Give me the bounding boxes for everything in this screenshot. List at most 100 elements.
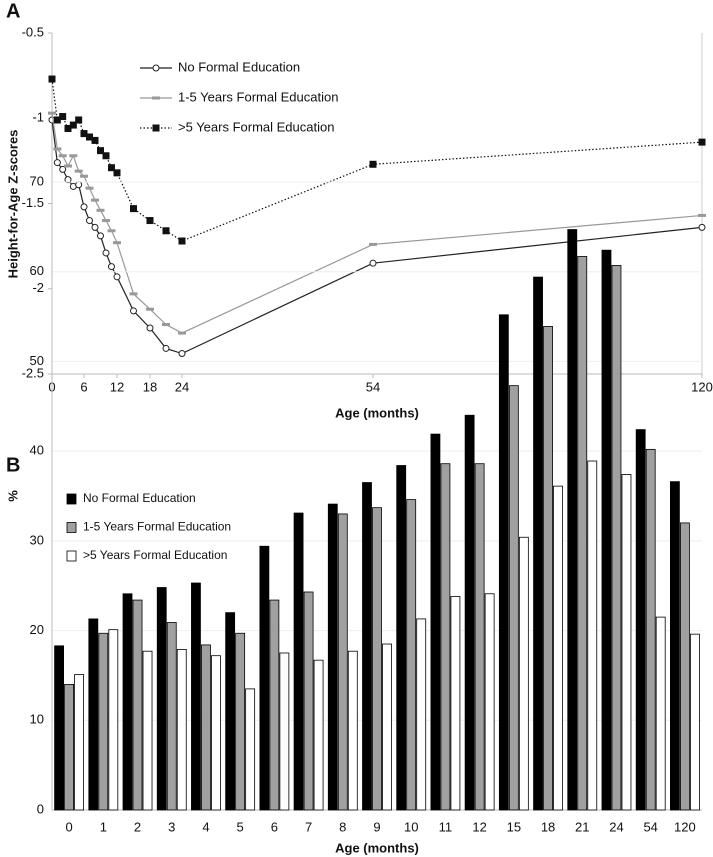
marker [129,292,138,296]
marker [64,124,72,132]
x-tick-label: 120 [674,819,696,834]
marker [80,174,88,178]
bar [245,688,256,811]
y-tick-label: 10 [30,712,44,727]
y-tick-label: -0.5 [22,24,44,39]
marker [53,159,61,167]
legend-label: 1-5 Years Formal Education [178,89,338,104]
marker [102,249,110,257]
legend-label: 1-5 Years Formal Education [83,520,231,534]
bar [430,433,441,811]
bar [508,385,519,811]
marker [64,176,72,184]
marker [59,165,67,173]
bar [621,474,632,811]
bar [533,276,543,811]
bar [211,655,221,811]
marker [698,138,706,146]
x-axis-title: Age (months) [335,405,419,420]
legend-marker [152,124,160,132]
bar [474,463,485,811]
marker [130,307,137,315]
bar [553,485,563,811]
bar [191,582,201,811]
bar [440,463,451,811]
marker [698,223,706,231]
y-tick-label: 20 [30,622,44,637]
marker [107,229,116,233]
legend-label: No Formal Education [178,59,300,74]
y-tick-label: -1.5 [22,195,44,210]
y-axis-title: Height-for-Age Z-scores [5,130,20,279]
marker [75,181,83,189]
bar [577,256,588,811]
x-tick-label: 2 [134,819,141,834]
bar [88,618,99,811]
bar [279,652,290,811]
y-tick-label: 70 [30,173,44,188]
series-line [51,78,703,242]
panel-label: B [6,454,20,476]
x-tick-label: 54 [366,379,380,394]
y-tick-label: 50 [30,353,44,368]
marker [64,164,72,168]
y-tick-label: 60 [30,263,44,278]
bar [122,593,133,811]
x-tick-label: 24 [175,379,189,394]
x-tick-label: 3 [168,819,175,834]
legend-swatch [66,522,77,533]
x-tick-label: 5 [237,819,244,834]
bar [669,481,680,811]
bar [142,650,153,811]
bar [611,265,622,811]
marker [86,217,93,225]
x-tick-label: 11 [439,819,453,834]
bar [64,684,75,811]
bar [74,674,85,811]
marker [86,133,93,141]
marker [178,237,186,245]
marker [113,169,121,177]
legend-swatch [66,493,77,505]
bar [156,587,167,811]
marker [178,331,186,335]
bar [601,249,612,811]
x-axis-title: Age (months) [335,840,419,855]
x-tick-label: 12 [472,819,486,834]
y-tick-label: -1 [32,110,44,125]
bar [132,599,143,811]
x-tick-label: 18 [541,819,555,834]
x-tick-label: 54 [643,819,657,834]
marker [698,213,706,217]
bar [108,629,119,811]
x-tick-label: 12 [110,379,124,394]
x-tick-label: 4 [202,819,209,834]
bar [382,643,392,811]
y-tick-label: -2.5 [22,365,44,380]
bar [450,596,461,811]
marker [53,147,62,151]
bar [416,618,427,811]
marker [369,160,377,168]
marker [53,116,61,124]
bar [259,545,270,811]
marker [130,205,137,213]
marker [162,344,170,352]
x-tick-label: 15 [507,819,521,834]
marker [178,350,186,358]
bar [54,645,65,811]
bar [464,414,475,811]
x-tick-label: 8 [339,819,346,834]
panel-label: A [6,0,20,22]
bar [347,650,358,811]
y-tick-label: 30 [30,532,44,547]
bar [337,513,348,811]
marker [146,324,154,332]
bar [396,465,407,811]
x-tick-label: 6 [80,379,87,394]
y-tick-label: -2 [32,280,44,295]
legend-label: >5 Years Formal Education [83,548,227,562]
marker [113,273,121,281]
legend-label: No Formal Education [83,491,196,505]
bar [269,599,280,811]
